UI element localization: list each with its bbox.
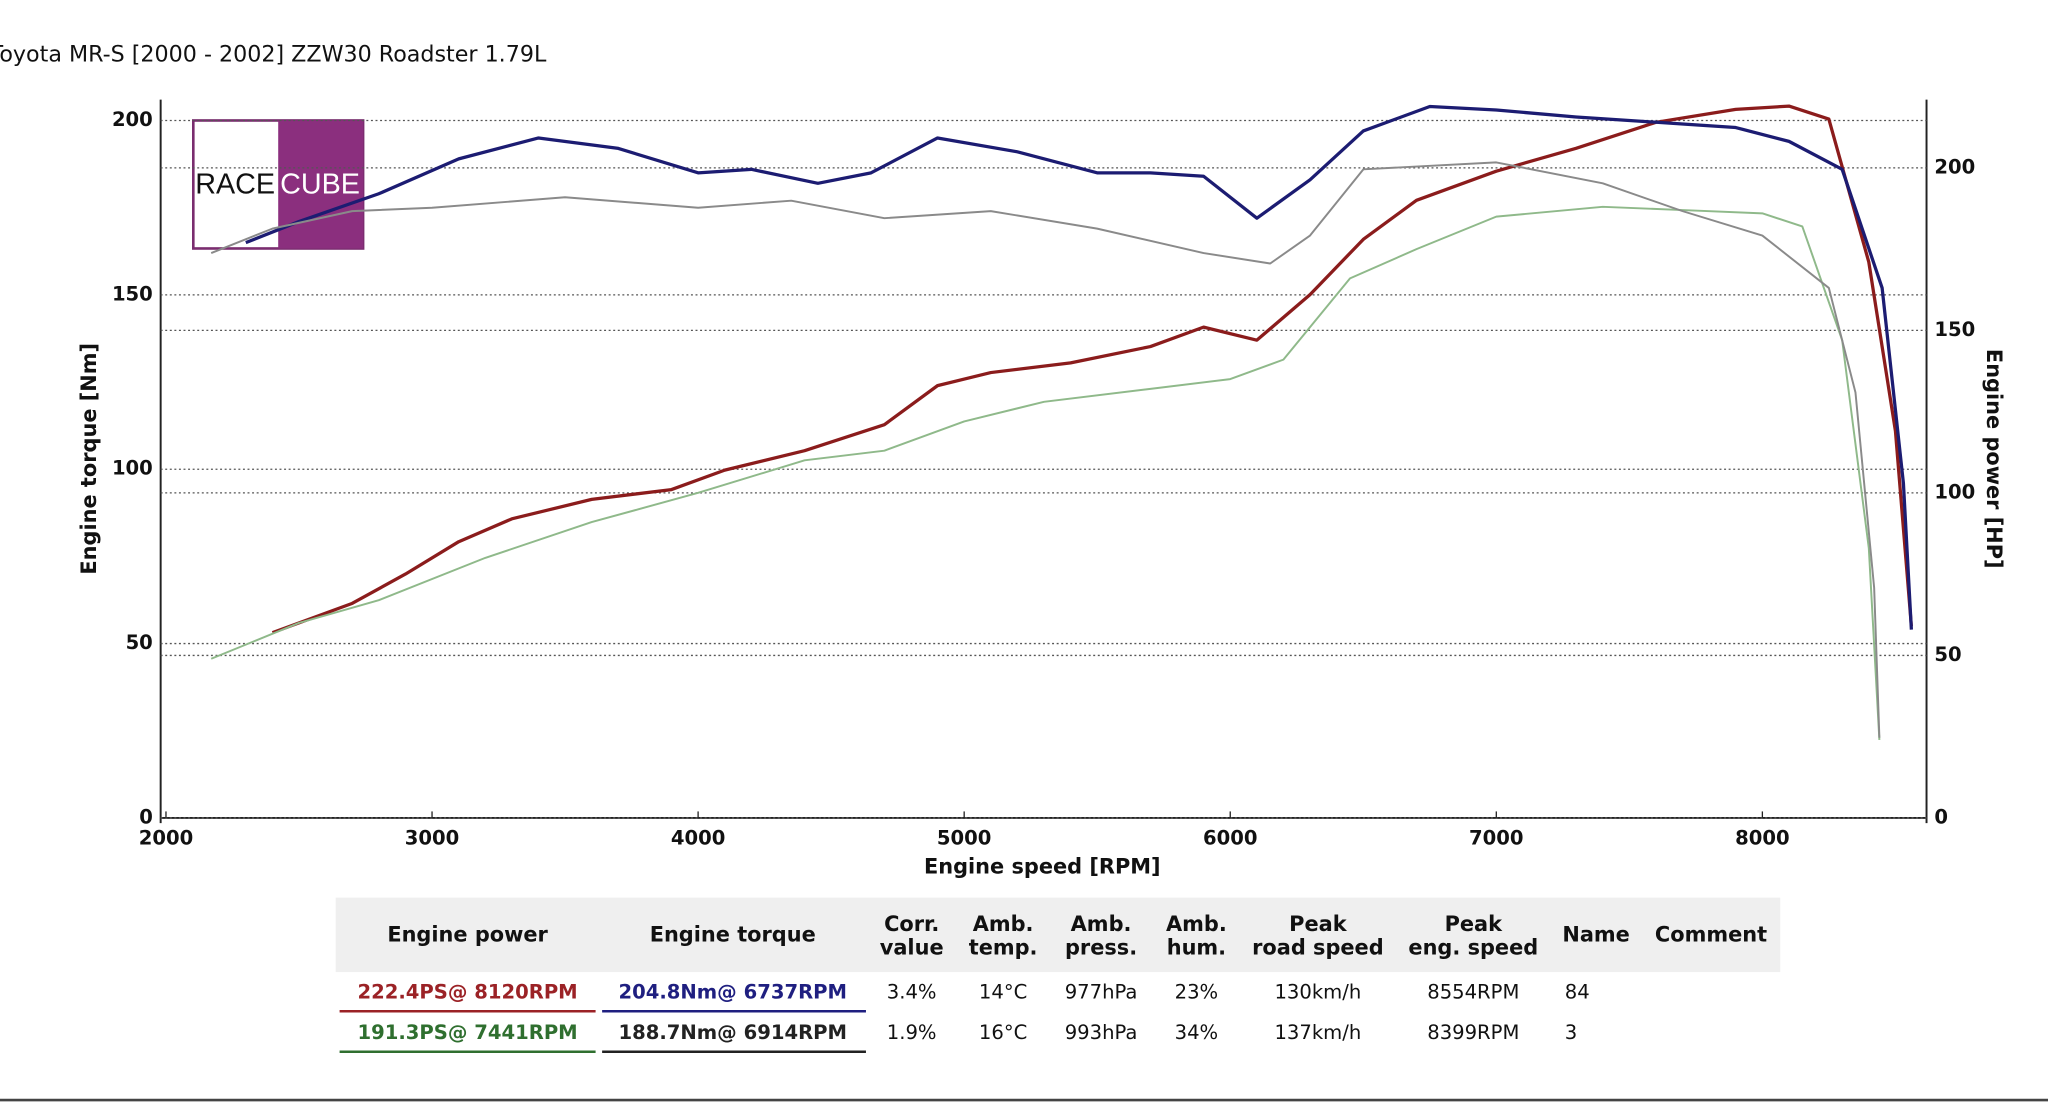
table-cell: 993hPa bbox=[1065, 1021, 1138, 1044]
y2-tick-label: 100 bbox=[1934, 480, 1975, 503]
table-cell: 191.3PS@ 7441RPM bbox=[358, 1021, 578, 1044]
table-header: press. bbox=[1065, 936, 1137, 960]
series-line bbox=[271, 104, 1914, 635]
series-line bbox=[210, 205, 1881, 741]
x-axis-label: Engine speed [RPM] bbox=[924, 855, 1161, 879]
x-tick-label: 6000 bbox=[1203, 826, 1258, 849]
logo-block bbox=[278, 120, 364, 249]
x-tick-label: 8000 bbox=[1735, 826, 1790, 849]
x-tick-label: 7000 bbox=[1469, 826, 1524, 849]
table-header: temp. bbox=[969, 936, 1038, 960]
y2-tick-label: 0 bbox=[1934, 805, 1948, 828]
table-cell: 137km/h bbox=[1274, 1021, 1361, 1044]
y2-tick-label: 150 bbox=[1934, 318, 1975, 341]
table-header: value bbox=[880, 936, 944, 960]
table-header: Corr. bbox=[884, 912, 939, 936]
table-header: road speed bbox=[1252, 936, 1384, 960]
table-cell: 14°C bbox=[979, 980, 1027, 1003]
y-tick-label: 150 bbox=[112, 282, 153, 305]
table-header: Amb. bbox=[1071, 912, 1132, 936]
x-tick-label: 3000 bbox=[405, 826, 460, 849]
table-cell: 8554RPM bbox=[1427, 980, 1519, 1003]
table-cell: 34% bbox=[1175, 1021, 1219, 1044]
chart-title: Toyota MR-S [2000 - 2002] ZZW30 Roadster… bbox=[0, 42, 547, 68]
table-header-bg bbox=[335, 897, 1781, 973]
table-cell: 188.7Nm@ 6914RPM bbox=[618, 1021, 847, 1044]
series-line bbox=[245, 104, 1914, 630]
logo: RACE CUBE bbox=[191, 119, 365, 250]
table-header: Amb. bbox=[973, 912, 1034, 936]
table-cell: 3.4% bbox=[887, 980, 937, 1003]
y2-tick-label: 50 bbox=[1934, 643, 1961, 666]
y-tick-label: 100 bbox=[112, 457, 153, 480]
table-header: Peak bbox=[1445, 912, 1504, 936]
y-tick-label: 200 bbox=[112, 108, 153, 131]
y-tick-label: 0 bbox=[139, 805, 153, 828]
table-cell: 8399RPM bbox=[1427, 1021, 1519, 1044]
x-tick-label: 2000 bbox=[139, 826, 194, 849]
table-header: Peak bbox=[1289, 912, 1348, 936]
table-cell: 23% bbox=[1175, 980, 1219, 1003]
table-cell: 84 bbox=[1565, 980, 1590, 1003]
table-header: eng. speed bbox=[1408, 936, 1538, 960]
table-header: Comment bbox=[1655, 923, 1767, 947]
table-header: Name bbox=[1562, 923, 1629, 947]
table-cell: 130km/h bbox=[1274, 980, 1361, 1003]
y-tick-label: 50 bbox=[126, 631, 153, 654]
series-line bbox=[210, 161, 1881, 738]
table-cell: 204.8Nm@ 6737RPM bbox=[618, 980, 847, 1003]
x-tick-label: 4000 bbox=[671, 826, 726, 849]
logo-text: RACE bbox=[195, 168, 275, 200]
table-header: Engine torque bbox=[650, 923, 816, 947]
table-header: hum. bbox=[1167, 936, 1226, 960]
y2-tick-label: 200 bbox=[1934, 155, 1975, 178]
y2-axis-label: Engine power [HP] bbox=[1982, 349, 2006, 569]
table-header: Amb. bbox=[1166, 912, 1227, 936]
table-cell: 1.9% bbox=[887, 1021, 937, 1044]
x-tick-label: 5000 bbox=[937, 826, 992, 849]
y-axis-label: Engine torque [Nm] bbox=[77, 343, 101, 575]
table-cell: 222.4PS@ 8120RPM bbox=[358, 980, 578, 1003]
table-cell: 977hPa bbox=[1065, 980, 1138, 1003]
table-header: Engine power bbox=[387, 923, 548, 947]
table-cell: 16°C bbox=[979, 1021, 1027, 1044]
logo-text: CUBE bbox=[280, 168, 360, 200]
table-cell: 3 bbox=[1565, 1021, 1577, 1044]
